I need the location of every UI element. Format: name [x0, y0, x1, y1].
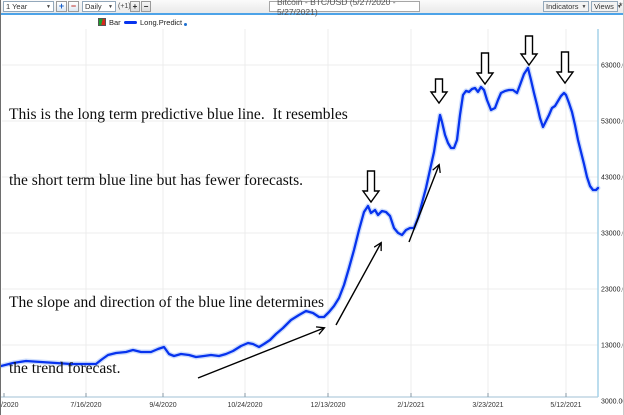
annotation-line: the trend forecast. — [9, 360, 121, 377]
period-select[interactable]: Daily ▼ — [82, 1, 116, 12]
chart-legend: Bar Long.Predict — [1, 17, 623, 29]
range-select-value: 1 Year — [6, 2, 28, 11]
down-arrow — [361, 170, 381, 204]
predict-dot-icon — [184, 23, 188, 26]
zoom-in-button[interactable]: + — [56, 1, 67, 12]
bar-series-icon — [98, 18, 106, 26]
trend-arrow — [335, 243, 381, 326]
period-select-value: Daily — [85, 2, 102, 11]
down-arrow — [475, 52, 495, 86]
annotation-text: This is the long term predictive blue li… — [9, 60, 439, 415]
bar-series-label: Bar — [109, 17, 121, 27]
trend-arrow — [197, 328, 324, 379]
down-arrow — [429, 78, 449, 105]
views-dropdown[interactable]: Views ▼ — [591, 1, 622, 12]
x-tick-label: 12/13/2020 — [310, 402, 345, 409]
annotation-line: This is the long term predictive blue li… — [9, 106, 348, 123]
trend-arrow — [408, 165, 439, 243]
range-select[interactable]: 1 Year ▼ — [3, 1, 54, 12]
x-tick-label: /2020 — [1, 402, 19, 409]
x-tick-label: 7/16/2020 — [70, 402, 101, 409]
chevron-down-icon: ▼ — [616, 3, 622, 10]
y-tick-label: 13000.00 — [601, 343, 624, 350]
zoom-out-button[interactable]: − — [68, 1, 79, 12]
down-arrow — [555, 51, 575, 85]
modified-indicator: * — [619, 0, 623, 11]
y-tick-label: 23000.00 — [601, 287, 624, 294]
x-tick-label: 9/4/2020 — [149, 402, 176, 409]
x-tick-label: 2/1/2021 — [397, 402, 424, 409]
y-tick-label: 63000.00 — [601, 63, 624, 70]
predict-series-label: Long.Predict — [140, 17, 183, 27]
annotation-line: The slope and direction of the blue line… — [9, 294, 325, 311]
views-label: Views — [594, 2, 614, 11]
indicators-label: Indicators — [546, 2, 579, 11]
y-tick-label: 43000.00 — [601, 175, 624, 182]
indicators-dropdown[interactable]: Indicators ▼ — [543, 1, 589, 12]
offset-label: (+1) — [118, 3, 131, 10]
x-tick-label: 3/23/2021 — [472, 402, 503, 409]
x-tick-label: 10/24/2020 — [227, 402, 262, 409]
chart-title: Bitcoin - BTC/USD (5/27/2020 - 5/27/2021… — [269, 0, 420, 17]
down-arrow — [519, 35, 539, 67]
y-tick-label: 33000.00 — [601, 231, 624, 238]
offset-minus-button[interactable]: − — [141, 1, 151, 12]
predict-line — [1, 66, 600, 368]
y-tick-label: 3000.00 — [601, 399, 624, 406]
x-tick-label: 5/12/2021 — [550, 402, 581, 409]
legend-item-bar[interactable]: Bar — [98, 17, 121, 27]
annotation-line: the short term blue line but has fewer f… — [9, 172, 303, 189]
legend-item-long-predict[interactable]: Long.Predict — [124, 17, 188, 27]
offset-plus-button[interactable]: + — [130, 1, 140, 12]
chevron-down-icon: ▼ — [581, 3, 587, 10]
y-tick-label: 53000.00 — [601, 119, 624, 126]
toolbar: 1 Year ▼ + − Daily ▼ (+1) + − Bitcoin - … — [1, 0, 623, 17]
chevron-down-icon: ▼ — [46, 3, 51, 10]
predict-line-icon — [124, 20, 137, 24]
chevron-down-icon: ▼ — [108, 3, 113, 10]
